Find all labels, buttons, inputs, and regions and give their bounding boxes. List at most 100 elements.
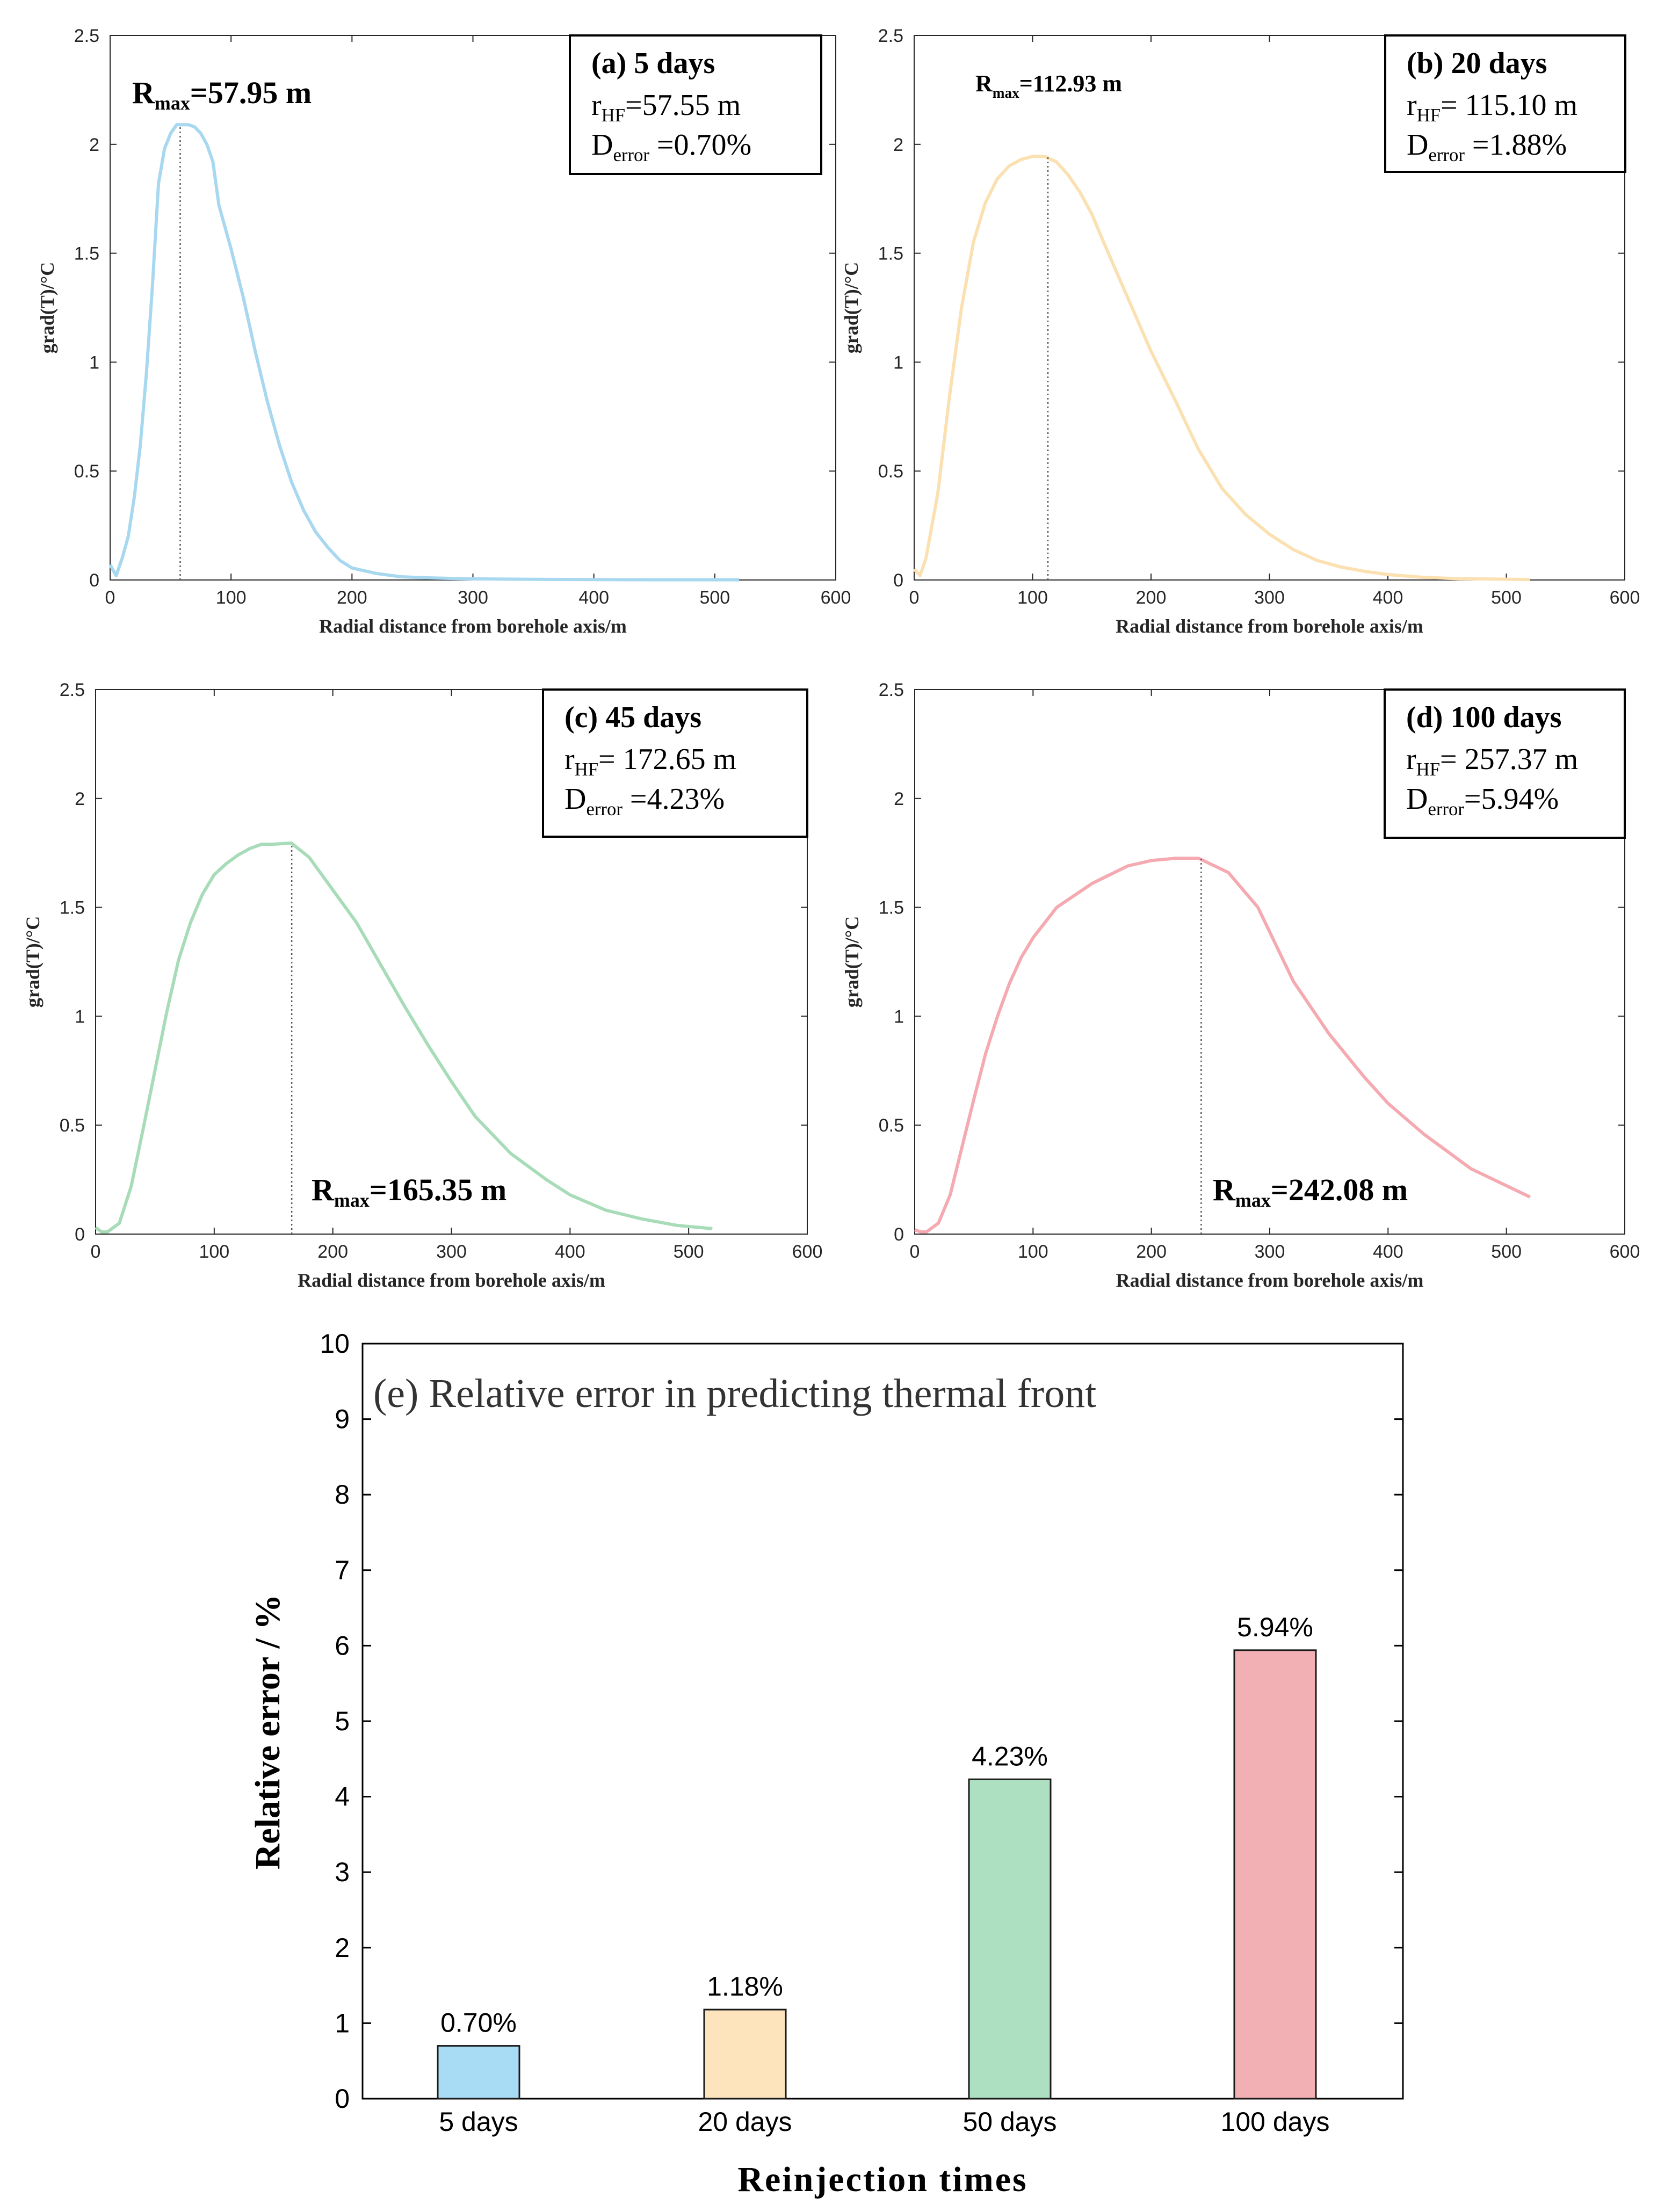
bar bbox=[1233, 1649, 1317, 2100]
x-tick-label: 200 bbox=[1136, 588, 1167, 608]
annotation-rhf-main: r bbox=[1406, 743, 1416, 776]
annotation-derror-main: D bbox=[1407, 128, 1428, 162]
rmax-label-sub: max bbox=[155, 92, 190, 114]
y-tick-label: 2 bbox=[894, 789, 904, 809]
annotation-derror-sub: error bbox=[1428, 799, 1464, 819]
y-tick-label: 6 bbox=[335, 1630, 350, 1660]
x-tick-label: 600 bbox=[792, 1242, 823, 1262]
rmax-label-value: =112.93 m bbox=[1019, 70, 1122, 97]
y-tick-label: 0 bbox=[89, 570, 99, 591]
x-tick-label: 400 bbox=[1373, 1242, 1403, 1262]
annotation-title: (b) 20 days bbox=[1407, 47, 1547, 80]
rmax-label-value: =57.95 m bbox=[190, 75, 312, 110]
rmax-label-value: =165.35 m bbox=[370, 1172, 506, 1207]
annotation-rhf: rHF= 115.10 m bbox=[1407, 89, 1577, 126]
bar bbox=[703, 2008, 787, 2100]
rmax-label: Rmax=165.35 m bbox=[312, 1172, 506, 1211]
annotation-rhf: rHF=57.55 m bbox=[591, 89, 741, 126]
x-tick-label: 400 bbox=[555, 1242, 585, 1262]
x-tick-label: 300 bbox=[436, 1242, 467, 1262]
x-tick-label: 20 days bbox=[698, 2107, 792, 2137]
annotation-rhf-value: = 172.65 m bbox=[598, 743, 736, 776]
x-tick-label: 5 days bbox=[439, 2107, 518, 2137]
x-tick-label: 500 bbox=[1491, 588, 1522, 608]
y-tick-label: 0.5 bbox=[74, 461, 99, 482]
x-tick-label: 0 bbox=[910, 1242, 920, 1262]
x-axis-label: Radial distance from borehole axis/m bbox=[298, 1270, 605, 1291]
x-tick-label: 500 bbox=[699, 588, 730, 608]
series-line bbox=[95, 841, 713, 1234]
annotation-derror-main: D bbox=[591, 128, 613, 162]
bar-value-label: 0.70% bbox=[440, 2008, 517, 2038]
panel-e: 0 1 2 3 4 5 6 7 8 9 10 5 days 0.70% 20 days 1.18% 50 da… bbox=[248, 1329, 1404, 2199]
y-tick-label: 2 bbox=[893, 135, 903, 155]
y-tick-label: 2.5 bbox=[878, 26, 903, 46]
x-axis-label: Reinjection times bbox=[737, 2160, 1027, 2199]
annotation-box bbox=[569, 34, 822, 175]
y-tick-label: 1.5 bbox=[879, 898, 904, 918]
annotation-derror: Derror =1.88% bbox=[1407, 128, 1567, 165]
x-tick-label: 300 bbox=[1255, 1242, 1285, 1262]
y-axis-label: Relative error / % bbox=[248, 1594, 287, 1870]
x-tick-label: 50 days bbox=[962, 2107, 1056, 2137]
series-line bbox=[913, 155, 1530, 582]
y-axis-label: grad(T)/°C bbox=[841, 916, 863, 1007]
x-tick-label: 200 bbox=[317, 1242, 348, 1262]
y-tick-label: 7 bbox=[335, 1555, 350, 1585]
y-tick-label: 0 bbox=[75, 1224, 85, 1245]
y-tick-label: 0 bbox=[335, 2084, 350, 2114]
annotation-box bbox=[1384, 34, 1626, 173]
y-tick-label: 4 bbox=[335, 1782, 350, 1812]
x-tick-label: 400 bbox=[578, 588, 609, 608]
annotation-title: (a) 5 days bbox=[591, 47, 715, 80]
rmax-label-main: R bbox=[312, 1172, 335, 1207]
y-axis-label: grad(T)/°C bbox=[37, 262, 58, 353]
panel-a: 0 100 200 300 400 500 600 0 0.5 1 1.5 2 2.5 Radial di… bbox=[37, 26, 851, 637]
panel-b: 0 100 200 300 400 500 600 0 0.5 1 1.5 2 2.5 Radial di… bbox=[841, 26, 1640, 637]
rmax-label-main: R bbox=[1213, 1172, 1236, 1207]
x-axis-label: Radial distance from borehole axis/m bbox=[319, 615, 627, 637]
annotation-rhf-sub: HF bbox=[1417, 105, 1441, 126]
annotation-title: (c) 45 days bbox=[565, 701, 701, 734]
annotation-rhf-value: =57.55 m bbox=[625, 89, 741, 122]
y-tick-label: 2 bbox=[75, 789, 85, 809]
rmax-label: Rmax=57.95 m bbox=[132, 75, 312, 114]
x-axis-label: Radial distance from borehole axis/m bbox=[1116, 1270, 1424, 1291]
annotation-rhf-sub: HF bbox=[1416, 759, 1440, 780]
annotation-rhf-sub: HF bbox=[602, 105, 625, 126]
x-tick-label: 300 bbox=[1254, 588, 1285, 608]
x-tick-label: 0 bbox=[909, 588, 920, 608]
y-tick-label: 2.5 bbox=[879, 680, 904, 700]
x-tick-label: 600 bbox=[1610, 1242, 1640, 1262]
y-tick-label: 0 bbox=[894, 1224, 904, 1245]
x-axis-label: Radial distance from borehole axis/m bbox=[1116, 615, 1423, 637]
y-tick-label: 2 bbox=[335, 1933, 350, 1963]
panel-d: 0 100 200 300 400 500 600 0 0.5 1 1.5 2 2.5 Radial di… bbox=[841, 680, 1640, 1291]
y-tick-label: 1 bbox=[335, 2008, 350, 2038]
rmax-label-sub: max bbox=[993, 85, 1019, 101]
rmax-label-main: R bbox=[132, 75, 155, 110]
x-tick-label: 100 days bbox=[1221, 2107, 1330, 2137]
annotation-title: (d) 100 days bbox=[1406, 701, 1561, 734]
annotation-rhf-value: = 257.37 m bbox=[1440, 743, 1578, 776]
y-axis-label: grad(T)/°C bbox=[22, 916, 44, 1007]
y-tick-label: 0 bbox=[893, 570, 903, 591]
rmax-label-value: =242.08 m bbox=[1271, 1172, 1408, 1207]
x-tick-label: 200 bbox=[1136, 1242, 1167, 1262]
y-tick-label: 1 bbox=[89, 352, 99, 373]
annotation-rhf-main: r bbox=[1407, 89, 1417, 122]
x-tick-label: 500 bbox=[1491, 1242, 1522, 1262]
bar bbox=[437, 2045, 520, 2100]
y-tick-label: 10 bbox=[320, 1329, 350, 1359]
y-tick-label: 0.5 bbox=[878, 461, 903, 482]
annotation-derror-main: D bbox=[1406, 782, 1428, 816]
annotation-rhf-value: = 115.10 m bbox=[1441, 89, 1577, 122]
annotation-rhf: rHF= 257.37 m bbox=[1406, 743, 1578, 780]
bar-value-label: 5.94% bbox=[1237, 1612, 1313, 1642]
y-tick-label: 1.5 bbox=[878, 244, 903, 264]
annotation-derror: Derror =4.23% bbox=[565, 782, 725, 819]
annotation-derror-value: =4.23% bbox=[623, 782, 725, 816]
x-tick-label: 200 bbox=[337, 588, 367, 608]
chart-title: (e) Relative error in predicting thermal… bbox=[373, 1371, 1096, 1416]
